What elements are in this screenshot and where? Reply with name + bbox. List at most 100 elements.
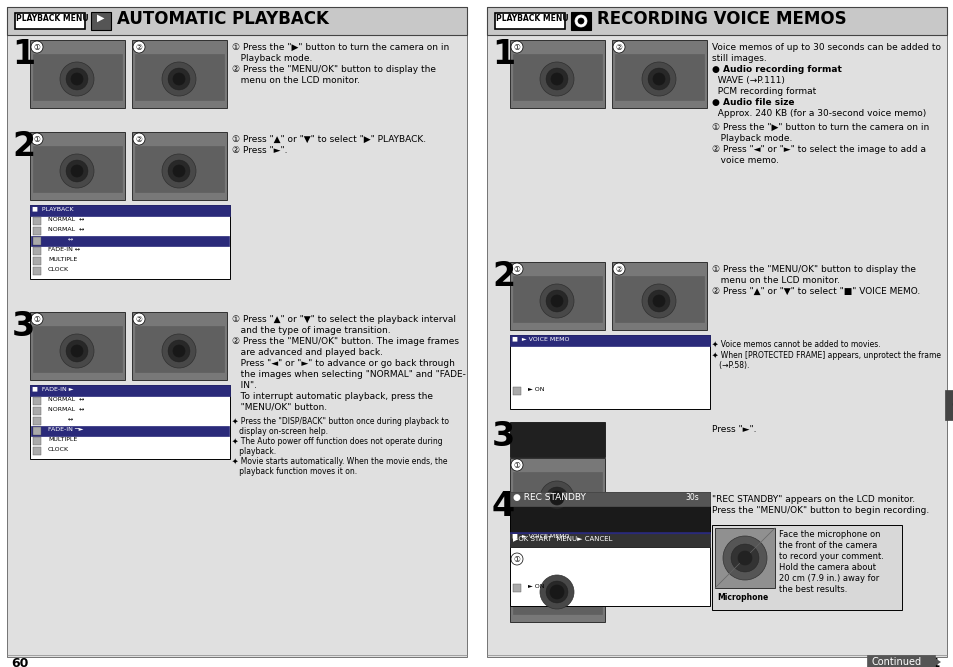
Text: Face the microphone on: Face the microphone on xyxy=(779,530,880,539)
Text: ② Press "►".: ② Press "►". xyxy=(232,146,287,155)
Text: ①: ① xyxy=(513,555,520,564)
Circle shape xyxy=(613,41,624,53)
Bar xyxy=(15,13,85,29)
Bar xyxy=(7,7,467,35)
Text: playback function moves it on.: playback function moves it on. xyxy=(232,467,356,476)
Circle shape xyxy=(511,553,522,565)
Circle shape xyxy=(647,68,669,90)
Bar xyxy=(615,276,703,322)
Circle shape xyxy=(66,68,88,90)
Text: ①: ① xyxy=(513,461,520,470)
Bar xyxy=(33,447,41,455)
Text: 3: 3 xyxy=(950,395,953,409)
Bar xyxy=(711,525,901,610)
Circle shape xyxy=(550,491,563,505)
Bar xyxy=(30,205,230,216)
Text: PLAYBACK MENU: PLAYBACK MENU xyxy=(16,14,89,23)
Text: the best results.: the best results. xyxy=(779,585,846,594)
Circle shape xyxy=(545,68,567,90)
Text: 30s: 30s xyxy=(684,493,698,502)
Text: ② Press "◄" or "►" to select the image to add a: ② Press "◄" or "►" to select the image t… xyxy=(711,145,925,154)
Bar xyxy=(513,584,520,592)
Bar xyxy=(135,326,224,372)
Bar xyxy=(33,227,41,235)
Circle shape xyxy=(60,334,94,368)
Text: ② Press "▲" or "▼" to select "■" VOICE MEMO.: ② Press "▲" or "▼" to select "■" VOICE M… xyxy=(711,287,920,296)
Text: ① Press the "▶" button to turn the camera on in: ① Press the "▶" button to turn the camer… xyxy=(232,43,449,52)
Bar xyxy=(132,132,227,200)
Bar xyxy=(33,417,41,425)
Bar xyxy=(510,422,604,457)
Circle shape xyxy=(545,581,567,603)
Bar xyxy=(513,472,601,520)
Bar xyxy=(615,54,703,100)
Text: IN".: IN". xyxy=(232,381,256,390)
Circle shape xyxy=(722,536,766,580)
Text: to record your comment.: to record your comment. xyxy=(779,552,882,561)
Text: ②: ② xyxy=(615,265,621,274)
Circle shape xyxy=(172,73,185,85)
Circle shape xyxy=(511,263,522,275)
Bar xyxy=(510,534,709,547)
Text: NORMAL  ↔: NORMAL ↔ xyxy=(48,227,84,232)
Bar xyxy=(486,7,946,35)
Text: 3: 3 xyxy=(12,310,35,343)
Bar xyxy=(510,40,604,108)
Text: To interrupt automatic playback, press the: To interrupt automatic playback, press t… xyxy=(232,392,433,401)
Bar xyxy=(33,267,41,275)
Circle shape xyxy=(511,459,522,471)
Text: ① Press "▲" or "▼" to select "▶" PLAYBACK.: ① Press "▲" or "▼" to select "▶" PLAYBAC… xyxy=(232,135,426,144)
Circle shape xyxy=(66,340,88,362)
Circle shape xyxy=(71,345,83,357)
Circle shape xyxy=(30,313,43,325)
Bar xyxy=(30,312,125,380)
Circle shape xyxy=(539,481,574,515)
Bar xyxy=(510,262,604,330)
Text: and the type of image transition.: and the type of image transition. xyxy=(232,326,390,335)
Circle shape xyxy=(172,165,185,177)
Text: Press "►".: Press "►". xyxy=(711,425,756,434)
Text: ①: ① xyxy=(33,135,40,144)
Text: ■  ► VOICE MEMO: ■ ► VOICE MEMO xyxy=(512,533,569,538)
Circle shape xyxy=(66,160,88,182)
Bar xyxy=(33,237,41,245)
Circle shape xyxy=(30,41,43,53)
Circle shape xyxy=(168,340,190,362)
Circle shape xyxy=(60,62,94,96)
Circle shape xyxy=(539,62,574,96)
Text: ①: ① xyxy=(513,265,520,274)
Circle shape xyxy=(613,263,624,275)
Text: ● Audio file size: ● Audio file size xyxy=(711,98,794,107)
Circle shape xyxy=(550,585,563,599)
Text: ②: ② xyxy=(135,135,142,144)
Text: AUTOMATIC PLAYBACK: AUTOMATIC PLAYBACK xyxy=(117,10,329,28)
Bar xyxy=(612,40,706,108)
Bar xyxy=(510,532,709,606)
Text: CLOCK: CLOCK xyxy=(48,447,69,452)
Circle shape xyxy=(551,295,562,307)
Circle shape xyxy=(652,73,664,85)
Text: the images when selecting "NORMAL" and "FADE-: the images when selecting "NORMAL" and "… xyxy=(232,370,465,379)
Circle shape xyxy=(132,133,145,145)
Text: 61: 61 xyxy=(923,657,940,667)
Text: menu on the LCD monitor.: menu on the LCD monitor. xyxy=(711,276,839,285)
Bar xyxy=(33,247,41,255)
Text: 3: 3 xyxy=(492,420,515,453)
Text: ②: ② xyxy=(135,315,142,324)
Text: ② Press the "MENU/OK" button to display the: ② Press the "MENU/OK" button to display … xyxy=(232,65,436,74)
Text: Playback mode.: Playback mode. xyxy=(232,54,312,63)
Text: ② Press the "MENU/OK" button. The image frames: ② Press the "MENU/OK" button. The image … xyxy=(232,337,458,346)
Text: Playback mode.: Playback mode. xyxy=(711,134,792,143)
Circle shape xyxy=(71,165,83,177)
Bar xyxy=(30,40,125,108)
Bar xyxy=(33,54,122,100)
Bar xyxy=(486,7,946,657)
Text: Voice memos of up to 30 seconds can be added to: Voice memos of up to 30 seconds can be a… xyxy=(711,43,940,52)
Bar xyxy=(30,132,125,200)
Circle shape xyxy=(647,290,669,312)
Bar xyxy=(513,276,601,322)
Text: ■  FADE-IN ►: ■ FADE-IN ► xyxy=(32,386,73,391)
Text: Press the "MENU/OK" button to begin recording.: Press the "MENU/OK" button to begin reco… xyxy=(711,506,928,515)
Text: 4: 4 xyxy=(492,490,515,523)
Bar xyxy=(510,532,709,543)
